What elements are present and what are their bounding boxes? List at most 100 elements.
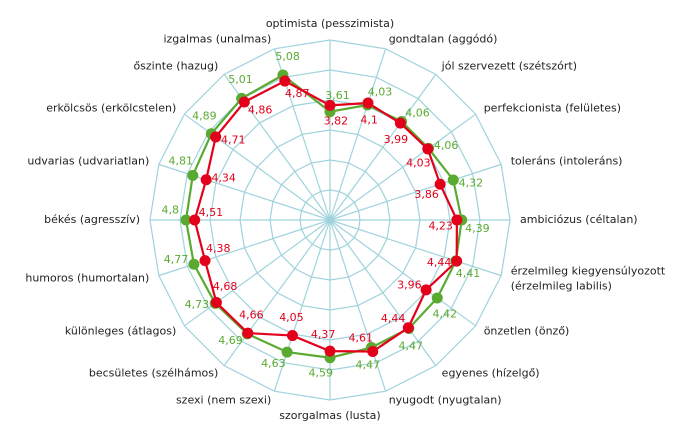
value-label: 4,44 [427, 256, 452, 269]
spoke [329, 113, 476, 221]
value-label: 5,01 [228, 73, 253, 86]
value-label: 4,23 [428, 220, 453, 233]
data-point [238, 96, 250, 108]
value-label: 4,47 [399, 340, 424, 353]
value-label: 4,41 [456, 267, 481, 280]
spoke [184, 113, 331, 221]
category-label: különleges (átlagos) [65, 325, 176, 338]
spoke [273, 219, 331, 392]
value-label: 4,06 [434, 139, 459, 152]
value-label: 4,87 [285, 87, 310, 100]
value-label: 4,37 [311, 328, 336, 341]
value-label: 4,8 [162, 203, 180, 216]
value-label: 4,05 [279, 311, 304, 324]
value-label: 3,99 [384, 133, 409, 146]
data-point [451, 255, 463, 267]
value-label: 4,63 [261, 357, 286, 370]
spoke [329, 219, 476, 327]
value-label: 4,47 [355, 358, 380, 371]
data-point [451, 214, 463, 226]
value-label: 4,06 [405, 107, 430, 120]
value-label: 4,73 [185, 298, 210, 311]
spoke [223, 219, 331, 366]
spoke [329, 219, 437, 366]
value-label: 4,61 [349, 331, 374, 344]
value-label: 4,42 [433, 307, 458, 320]
spoke [329, 219, 387, 392]
value-label: 4,89 [192, 110, 217, 123]
value-label: 4,51 [199, 206, 224, 219]
category-label: izgalmas (unalmas) [163, 32, 271, 45]
data-point [402, 322, 414, 334]
data-point [286, 330, 298, 342]
value-label: 4,81 [169, 154, 194, 167]
spoke [329, 219, 502, 277]
category-label: őszinte (hazug) [133, 59, 218, 72]
category-label: szexi (nem szexi) [176, 394, 271, 407]
data-point [200, 174, 212, 186]
data-point [281, 346, 293, 358]
data-point [210, 297, 222, 309]
category-label: udvarias (udvariatlan) [27, 154, 149, 167]
data-point [324, 99, 336, 111]
data-point [279, 75, 291, 87]
spoke [158, 163, 331, 221]
category-label: humoros (humortalan) [25, 272, 149, 285]
value-label: 4,34 [211, 171, 236, 184]
value-label: 4,03 [368, 86, 393, 99]
value-label: 3,82 [324, 115, 349, 128]
data-point [362, 97, 374, 109]
value-label: 5,08 [275, 50, 300, 63]
value-label: 4,32 [459, 176, 484, 189]
value-label: 4,38 [206, 242, 231, 255]
category-label: ambiciózus (céltalan) [520, 213, 638, 226]
value-label: 4,59 [309, 366, 334, 379]
spoke [184, 219, 331, 327]
value-label: 4,77 [164, 253, 189, 266]
category-label: érzelmileg kiegyensúlyozott (érzelmileg l… [511, 265, 666, 293]
data-point [431, 292, 443, 304]
value-label: 4,86 [248, 104, 273, 117]
category-label: nyugodt (nyugtalan) [389, 394, 502, 407]
value-label: 4,1 [360, 113, 378, 126]
data-point [394, 117, 406, 129]
category-label: egyenes (hízelgő) [442, 367, 540, 380]
data-point [188, 258, 200, 270]
category-label: gondtalan (aggódó) [389, 32, 498, 45]
data-point [189, 214, 201, 226]
data-point [447, 174, 459, 186]
value-label: 4,44 [381, 312, 406, 325]
value-label: 4,39 [465, 222, 490, 235]
category-label: erkölcsös (erkölcstelen) [46, 101, 176, 114]
spoke [329, 74, 437, 221]
data-point [324, 345, 336, 357]
spoke [329, 48, 387, 221]
data-point [180, 214, 192, 226]
category-label: önzetlen (önző) [484, 325, 570, 338]
data-point [242, 327, 254, 339]
spoke [329, 163, 502, 221]
category-label: perfekcionista (felületes) [484, 101, 621, 114]
spoke [158, 219, 331, 277]
value-label: 4,69 [218, 334, 243, 347]
value-label: 4,71 [221, 133, 246, 146]
category-label: jól szervezett (szétszórt) [441, 59, 577, 72]
data-point [422, 143, 434, 155]
category-label: optimista (pesszimista) [266, 17, 394, 30]
value-label: 3,96 [397, 278, 422, 291]
data-point [434, 178, 446, 190]
data-point [210, 131, 222, 143]
value-label: 3,86 [414, 188, 439, 201]
category-label: békés (agresszív) [44, 213, 140, 226]
category-label: szorgalmas (lusta) [279, 409, 380, 422]
data-point [367, 346, 379, 358]
value-label: 4,03 [406, 157, 431, 170]
category-label: toleráns (intoleráns) [511, 154, 623, 167]
data-point [187, 169, 199, 181]
value-label: 4,66 [239, 309, 264, 322]
value-label: 4,68 [213, 280, 238, 293]
data-point [420, 284, 432, 296]
data-point [199, 255, 211, 267]
category-label: becsületes (szélhámos) [89, 367, 218, 380]
